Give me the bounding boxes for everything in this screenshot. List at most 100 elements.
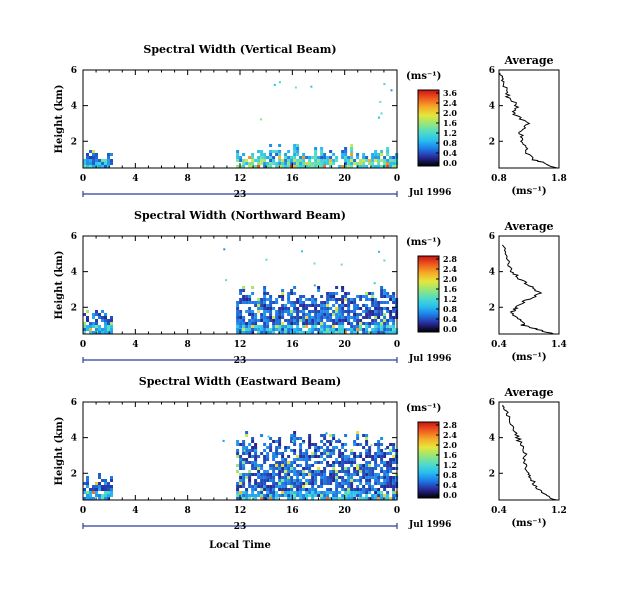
heatmap-cell: [392, 449, 396, 452]
heatmap-cell: [380, 159, 384, 162]
heatmap-cell: [329, 473, 333, 476]
heatmap-cell: [287, 467, 291, 470]
heatmap-cell: [248, 301, 252, 304]
heatmap-cell: [260, 316, 264, 319]
heatmap-cell: [332, 476, 336, 479]
colorbar-tick-label: 0.8: [443, 470, 457, 480]
heatmap-cell: [383, 464, 387, 467]
heatmap-cell: [254, 446, 258, 449]
heatmap-cell: [296, 455, 300, 458]
heatmap-cell: [347, 461, 351, 464]
heatmap-cell: [314, 322, 318, 325]
heatmap-cell: [380, 485, 384, 488]
heatmap-cell: [263, 292, 267, 295]
heatmap-cell: [374, 153, 378, 156]
heatmap-cell: [353, 470, 357, 473]
profile-x-tick-label: 1.8: [551, 174, 567, 184]
heatmap-cell: [104, 322, 107, 325]
heatmap-cell: [362, 165, 366, 168]
heatmap-cell: [386, 491, 390, 494]
heatmap-cell: [344, 150, 348, 153]
heatmap-cell: [317, 156, 321, 159]
heatmap-cell: [344, 488, 348, 491]
heatmap-cell: [347, 491, 351, 494]
heatmap-cell: [236, 153, 240, 156]
heatmap-cell: [296, 313, 300, 316]
heatmap-cell: [332, 470, 336, 473]
heatmap-cell: [368, 473, 372, 476]
heatmap-cell: [374, 313, 378, 316]
heatmap-cell: [302, 156, 306, 159]
heatmap-cell: [272, 479, 276, 482]
heatmap-cell: [392, 316, 396, 319]
heatmap-cell: [341, 494, 345, 497]
heatmap-cell: [272, 488, 276, 491]
heatmap-cell: [350, 482, 354, 485]
heatmap-cell: [245, 452, 249, 455]
heatmap-cell: [254, 443, 258, 446]
heatmap-cell: [347, 316, 351, 319]
heatmap-cell: [287, 298, 291, 301]
heatmap-cell: [92, 331, 95, 334]
heatmap-cell: [104, 316, 107, 319]
heatmap-cell: [374, 316, 378, 319]
heatmap-cell: [365, 307, 369, 310]
heatmap-cell: [86, 482, 89, 485]
heatmap-cell: [371, 319, 375, 322]
heatmap-cell: [275, 322, 279, 325]
heatmap-cell: [335, 301, 339, 304]
heatmap-cell: [305, 464, 309, 467]
heatmap-cell: [311, 491, 315, 494]
heatmap-cell: [341, 310, 345, 313]
heatmap-cell: [290, 310, 294, 313]
heatmap-cell: [263, 473, 267, 476]
heatmap-cell: [353, 440, 357, 443]
heatmap-cell: [335, 310, 339, 313]
heatmap-cell: [92, 153, 95, 156]
heatmap-cell: [242, 298, 246, 301]
colorbar-unit: (ms⁻¹): [406, 71, 441, 82]
heatmap-cell: [275, 316, 279, 319]
heatmap-cell: [344, 316, 348, 319]
heatmap-cell: [248, 473, 252, 476]
heatmap-cell: [308, 298, 312, 301]
heatmap-cell: [335, 458, 339, 461]
heatmap-cell: [281, 488, 285, 491]
heatmap-cell: [329, 443, 333, 446]
heatmap-cell: [377, 322, 381, 325]
heatmap-cell: [380, 461, 384, 464]
heatmap-cell: [359, 313, 363, 316]
heatmap-cell: [101, 162, 104, 165]
heatmap-cell: [362, 153, 366, 156]
heatmap-cell: [278, 328, 282, 331]
heatmap-cell: [377, 464, 381, 467]
heatmap-cell: [317, 313, 321, 316]
heatmap-cell: [281, 476, 285, 479]
profile-y-tick-label: 2: [489, 303, 495, 313]
heatmap-cell: [386, 497, 390, 500]
heatmap-cell: [347, 162, 351, 165]
heatmap-cell: [284, 494, 288, 497]
heatmap-cell: [371, 494, 375, 497]
heatmap-cell: [359, 295, 363, 298]
heatmap-cell: [263, 461, 267, 464]
heatmap-cell: [359, 467, 363, 470]
heatmap-cell: [341, 476, 345, 479]
colorbar: [417, 255, 440, 333]
heatmap-cell: [287, 325, 291, 328]
heatmap-cell: [311, 485, 315, 488]
heatmap-cell: [236, 316, 240, 319]
y-tick-label: 6: [71, 232, 77, 242]
y-tick-label: 6: [71, 66, 77, 76]
heatmap-cell: [269, 331, 273, 334]
heatmap-cell: [374, 307, 378, 310]
heatmap-cell: [299, 316, 303, 319]
heatmap-cell: [386, 295, 390, 298]
heatmap-cell: [110, 159, 113, 162]
heatmap-cell: [305, 449, 309, 452]
heatmap-cell: [341, 307, 345, 310]
heatmap-cell: [332, 298, 336, 301]
heatmap-cell: [386, 452, 390, 455]
heatmap-cell: [380, 165, 384, 168]
heatmap-cell: [281, 310, 285, 313]
